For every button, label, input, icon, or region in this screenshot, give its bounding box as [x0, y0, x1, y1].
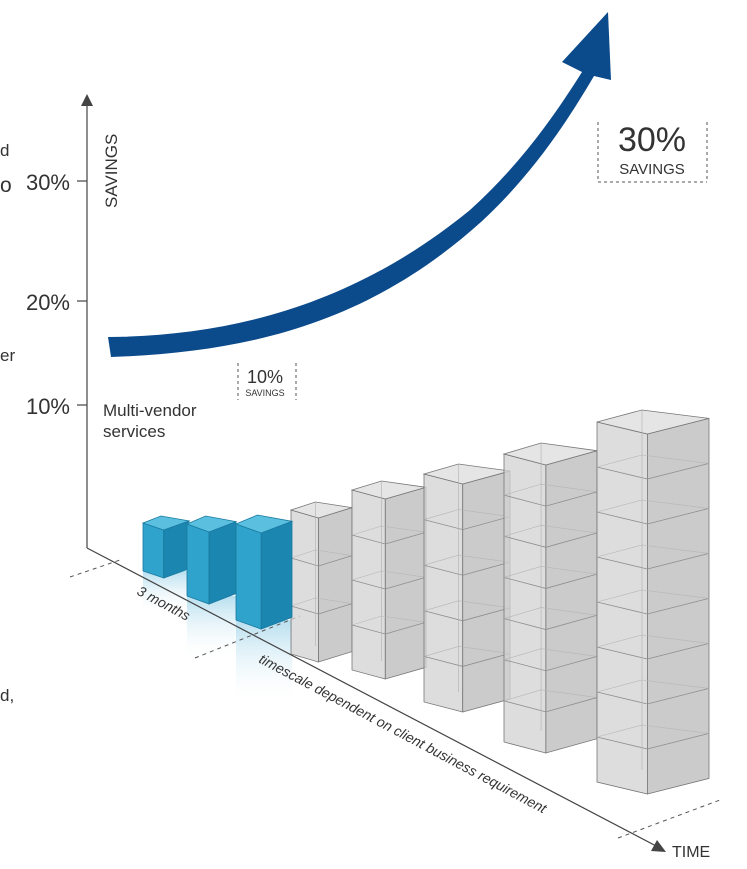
- multi-vendor-label-line2: services: [103, 422, 165, 441]
- phase-guide-middle: [194, 615, 301, 659]
- clipped-fragment-4: d,: [0, 686, 14, 705]
- y-axis-arrowhead: [81, 94, 93, 106]
- projected-bar-3: [422, 463, 511, 713]
- bar-reflection-2: [187, 596, 236, 661]
- y-tick-label-30: 30%: [26, 170, 70, 195]
- clipped-fragment-2: o: [0, 174, 12, 197]
- actual-bar-2: [185, 515, 238, 605]
- y-tick-label-10: 10%: [26, 394, 70, 419]
- bracket-large-label: SAVINGS: [619, 161, 685, 178]
- actual-bars: [141, 514, 294, 630]
- actual-bar-1: [141, 515, 191, 579]
- multi-vendor-label-line1: Multi-vendor: [103, 401, 197, 420]
- bracket-small: 10% SAVINGS: [237, 363, 297, 400]
- bracket-large-value: 30%: [618, 121, 686, 159]
- optimisation-arrow: [108, 12, 611, 357]
- projected-bar-2: [350, 480, 427, 680]
- y-axis-label: SAVINGS: [102, 134, 121, 208]
- projected-bar-4: [502, 442, 598, 754]
- clipped-fragment-1: d: [0, 141, 9, 160]
- bracket-large: 30% SAVINGS: [597, 121, 708, 183]
- y-tick-label-20: 20%: [26, 290, 70, 315]
- x-axis-label: TIME: [672, 844, 710, 861]
- bracket-small-value: 10%: [247, 367, 283, 387]
- bar-reflection-3: [236, 620, 292, 707]
- actual-bar-3: [234, 514, 294, 630]
- projected-bar-5: [596, 409, 710, 795]
- x-axis-line: [86, 547, 661, 849]
- bar-reflections: [143, 571, 292, 707]
- phase-guide-right: [617, 799, 721, 839]
- phase-guide-left: [69, 559, 121, 578]
- projected-bars: [289, 409, 710, 795]
- x-axis-arrowhead: [651, 840, 666, 852]
- projected-bar-1: [289, 501, 353, 663]
- bracket-small-label: SAVINGS: [245, 388, 284, 398]
- clipped-fragment-3: er: [0, 346, 15, 365]
- bar-reflection-1: [143, 571, 189, 615]
